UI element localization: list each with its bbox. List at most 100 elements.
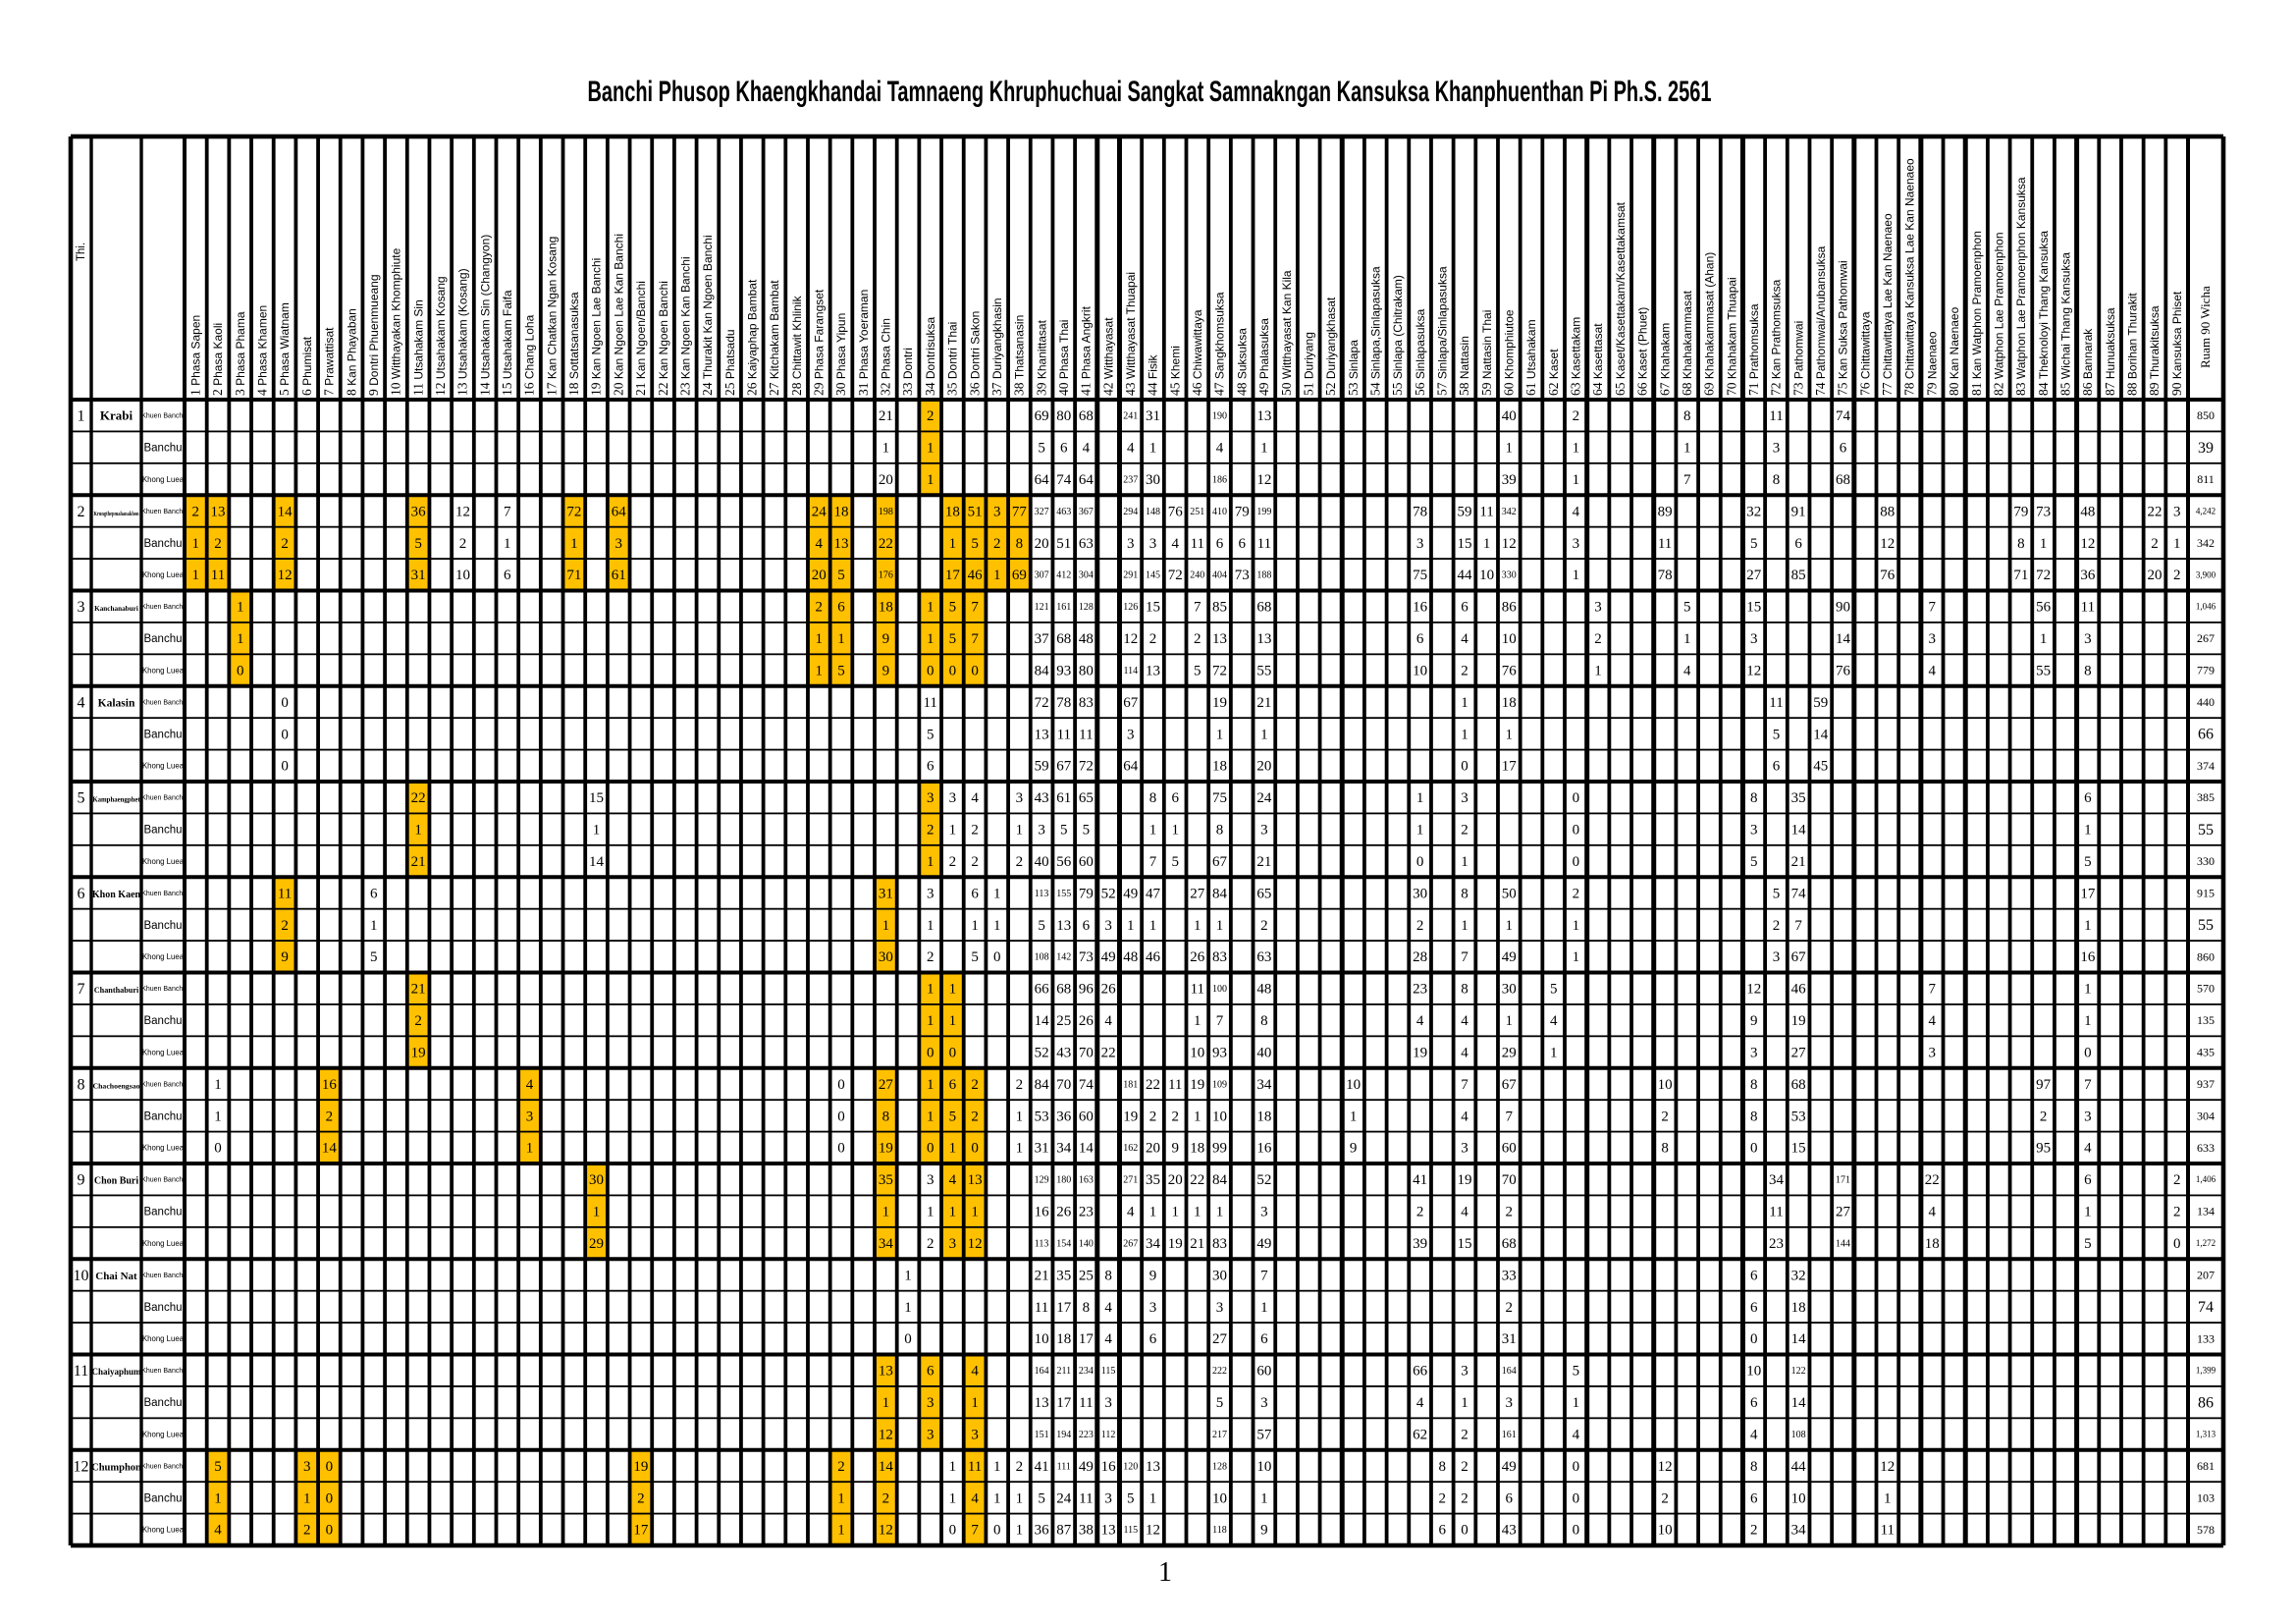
svg-text:Krungthepmahanakhon: Krungthepmahanakhon <box>94 511 139 517</box>
svg-text:2: 2 <box>414 1013 422 1029</box>
svg-text:48: 48 <box>1256 982 1271 998</box>
svg-text:1: 1 <box>1194 918 1201 934</box>
svg-text:91: 91 <box>1791 504 1806 519</box>
svg-text:5: 5 <box>927 727 934 742</box>
svg-text:16: 16 <box>1413 600 1428 616</box>
svg-text:56: 56 <box>1056 854 1072 870</box>
svg-text:21: 21 <box>1791 854 1806 870</box>
svg-text:44: 44 <box>1791 1459 1807 1475</box>
svg-text:3: 3 <box>1260 1395 1268 1411</box>
svg-text:Chaiyaphum: Chaiyaphum <box>91 1367 141 1377</box>
svg-text:52: 52 <box>1256 1172 1271 1188</box>
svg-text:8: 8 <box>1773 472 1781 488</box>
svg-text:8: 8 <box>1750 1077 1758 1093</box>
svg-text:1: 1 <box>1350 1109 1358 1124</box>
svg-text:850: 850 <box>2197 408 2215 422</box>
svg-text:84: 84 <box>1212 886 1228 901</box>
svg-text:Khong Luea: Khong Luea <box>142 762 185 771</box>
svg-text:50 Witthayasat Kan Kila: 50 Witthayasat Kan Kila <box>1279 270 1294 396</box>
svg-text:19 Kan Ngoen Lae Banchi: 19 Kan Ngoen Lae Banchi <box>589 258 604 396</box>
svg-text:7: 7 <box>1683 472 1691 488</box>
svg-text:81 Kan Watphon Pramoenphon: 81 Kan Watphon Pramoenphon <box>1969 231 1984 396</box>
svg-text:10: 10 <box>1791 1490 1806 1506</box>
svg-text:11: 11 <box>1769 1205 1783 1220</box>
svg-text:34: 34 <box>1146 1236 1161 1252</box>
svg-text:6: 6 <box>1794 536 1802 552</box>
svg-text:64 Kasettasat: 64 Kasettasat <box>1590 323 1605 396</box>
svg-text:2: 2 <box>927 1236 934 1252</box>
svg-text:49: 49 <box>1502 949 1517 965</box>
svg-text:84: 84 <box>1035 1077 1050 1093</box>
svg-text:291: 291 <box>1123 570 1138 581</box>
svg-text:49: 49 <box>1123 886 1138 901</box>
svg-text:1: 1 <box>1149 1205 1157 1220</box>
svg-text:1: 1 <box>927 600 934 616</box>
svg-text:78: 78 <box>1056 695 1071 711</box>
svg-text:140: 140 <box>1079 1238 1094 1249</box>
svg-text:43 Witthayasat Thuapai: 43 Witthayasat Thuapai <box>1123 272 1138 396</box>
svg-text:14: 14 <box>278 504 294 519</box>
svg-text:9: 9 <box>1260 1523 1268 1539</box>
svg-text:1: 1 <box>949 1013 957 1029</box>
svg-text:80 Kan Naenaeo: 80 Kan Naenaeo <box>1947 306 1961 396</box>
svg-text:5: 5 <box>1171 854 1179 870</box>
svg-text:60 Khomphiutoe: 60 Khomphiutoe <box>1502 309 1517 396</box>
svg-text:Khuen Banchi: Khuen Banchi <box>141 509 185 515</box>
svg-text:64: 64 <box>1123 759 1139 775</box>
svg-text:46: 46 <box>1791 982 1807 998</box>
svg-text:3 Phasa Phama: 3 Phasa Phama <box>233 311 247 396</box>
svg-text:5: 5 <box>1216 1395 1224 1411</box>
svg-text:78: 78 <box>1658 568 1673 583</box>
svg-text:67: 67 <box>1123 695 1139 711</box>
svg-text:1: 1 <box>593 823 601 839</box>
svg-text:13: 13 <box>968 1172 983 1188</box>
svg-text:2: 2 <box>2151 536 2159 552</box>
svg-text:46: 46 <box>968 568 984 583</box>
svg-text:35: 35 <box>1146 1172 1160 1188</box>
svg-text:5: 5 <box>837 568 845 583</box>
svg-text:10: 10 <box>1256 1459 1271 1475</box>
svg-text:1: 1 <box>1016 823 1024 839</box>
svg-text:14: 14 <box>1791 1395 1807 1411</box>
svg-text:0: 0 <box>281 695 289 711</box>
svg-text:5: 5 <box>1194 664 1201 679</box>
svg-text:80: 80 <box>1056 408 1071 424</box>
svg-text:3: 3 <box>1104 1490 1112 1506</box>
svg-text:22: 22 <box>1101 1046 1116 1061</box>
svg-text:915: 915 <box>2197 886 2215 899</box>
svg-text:6: 6 <box>971 886 979 901</box>
svg-text:Banchu: Banchu <box>143 538 182 550</box>
svg-text:17: 17 <box>633 1523 649 1539</box>
svg-text:39: 39 <box>1502 472 1517 488</box>
svg-text:1: 1 <box>1158 1557 1172 1588</box>
svg-text:11: 11 <box>1035 1300 1048 1316</box>
svg-text:2: 2 <box>927 408 934 424</box>
svg-text:41 Phasa Angkrit: 41 Phasa Angkrit <box>1079 305 1094 396</box>
svg-text:31: 31 <box>1146 408 1160 424</box>
svg-text:7: 7 <box>1461 949 1468 965</box>
svg-text:28: 28 <box>1413 949 1427 965</box>
svg-text:2: 2 <box>326 1109 334 1124</box>
svg-text:9: 9 <box>281 949 289 965</box>
svg-text:63: 63 <box>1079 536 1094 552</box>
svg-text:23: 23 <box>1769 1236 1784 1252</box>
svg-text:8: 8 <box>1216 823 1224 839</box>
svg-text:49: 49 <box>1101 949 1116 965</box>
svg-text:2: 2 <box>1506 1205 1514 1220</box>
svg-text:29: 29 <box>589 1236 604 1252</box>
svg-text:49: 49 <box>1256 1236 1271 1252</box>
svg-text:79 Naenaeo: 79 Naenaeo <box>1924 331 1939 396</box>
svg-text:48: 48 <box>1079 631 1094 647</box>
svg-text:2: 2 <box>1461 1459 1468 1475</box>
svg-text:1: 1 <box>993 1490 1001 1506</box>
svg-text:31: 31 <box>879 886 893 901</box>
svg-text:6: 6 <box>927 1364 934 1380</box>
svg-text:1: 1 <box>927 982 934 998</box>
svg-text:115: 115 <box>1101 1366 1116 1377</box>
svg-text:0: 0 <box>1750 1141 1758 1157</box>
svg-text:2: 2 <box>1149 631 1157 647</box>
svg-text:1: 1 <box>1194 1205 1201 1220</box>
svg-text:30 Phasa Yipun: 30 Phasa Yipun <box>833 313 848 396</box>
svg-text:76: 76 <box>1836 664 1851 679</box>
svg-text:26: 26 <box>1190 949 1205 965</box>
